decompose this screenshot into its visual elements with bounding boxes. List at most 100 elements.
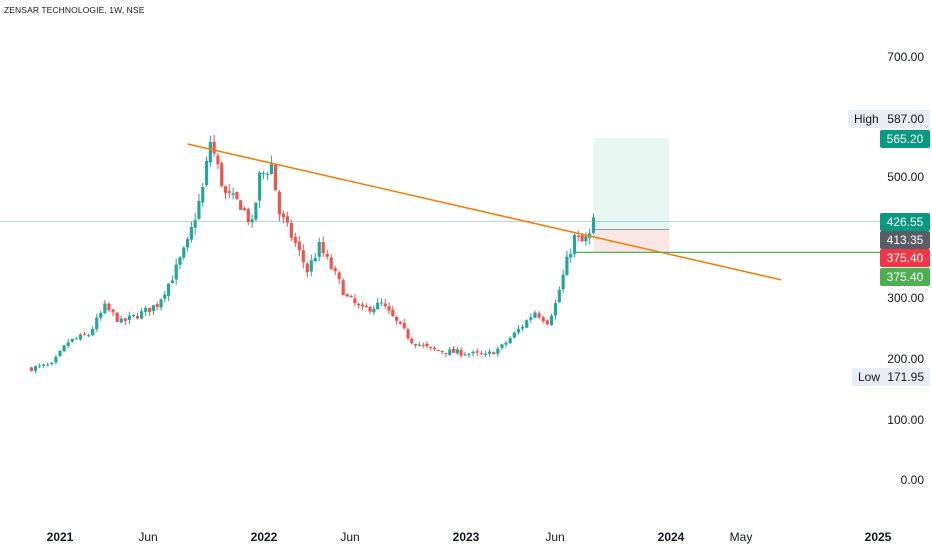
candle-body bbox=[235, 191, 239, 199]
candle-body bbox=[204, 160, 209, 186]
candle-body bbox=[46, 364, 50, 366]
candle-body bbox=[227, 191, 231, 193]
candle-body bbox=[417, 344, 421, 346]
low-value: 171.95 bbox=[887, 370, 924, 384]
candle-body bbox=[549, 315, 554, 326]
candle-body bbox=[496, 348, 500, 354]
candle-body bbox=[341, 280, 345, 296]
candle-body bbox=[504, 342, 508, 345]
candle-body bbox=[429, 346, 433, 348]
target-zone bbox=[593, 137, 670, 230]
candle-body bbox=[557, 290, 561, 303]
candle-body bbox=[325, 253, 329, 257]
high-label: High bbox=[854, 112, 879, 126]
candle-body bbox=[127, 315, 131, 321]
candle-body bbox=[151, 305, 156, 311]
candle-body bbox=[29, 367, 34, 371]
candles bbox=[29, 135, 596, 374]
candle-body bbox=[78, 334, 82, 340]
candle-body bbox=[185, 239, 190, 248]
y-tick-label: 700.00 bbox=[887, 50, 924, 64]
candle-body bbox=[487, 351, 492, 354]
candle-body bbox=[91, 328, 95, 336]
candle-body bbox=[349, 295, 353, 298]
candle-body bbox=[86, 335, 91, 337]
candle-body bbox=[265, 173, 270, 175]
candle-body bbox=[115, 312, 119, 322]
candle-body bbox=[467, 353, 471, 355]
candle-body bbox=[376, 302, 380, 310]
candle-body bbox=[119, 318, 123, 323]
candle-body bbox=[572, 234, 577, 254]
candle-body bbox=[383, 303, 387, 307]
candle-body bbox=[364, 305, 368, 308]
candle-body bbox=[273, 164, 277, 191]
drawing-lines bbox=[0, 143, 880, 281]
candle-body bbox=[425, 344, 429, 347]
candle-body bbox=[525, 320, 529, 328]
x-tick-label: 2021 bbox=[47, 530, 74, 544]
candle-body bbox=[193, 220, 197, 228]
candle-body bbox=[305, 263, 309, 273]
candle-body bbox=[402, 322, 406, 329]
candle-body bbox=[178, 257, 182, 265]
candle-body bbox=[38, 365, 42, 367]
candle-body bbox=[174, 264, 178, 280]
price-axis[interactable]: 700.00 500.00 300.00 200.00 100.00 0.00 bbox=[887, 50, 924, 487]
descending-trendline bbox=[187, 143, 782, 281]
candle-body bbox=[451, 348, 456, 353]
candle-body bbox=[569, 254, 573, 258]
candle-body bbox=[508, 338, 512, 344]
candle-body bbox=[541, 317, 545, 322]
candle-body bbox=[516, 328, 521, 333]
candle-body bbox=[261, 172, 266, 175]
candle-body bbox=[139, 311, 144, 319]
high-value: 587.00 bbox=[887, 112, 924, 126]
candle-body bbox=[107, 303, 111, 311]
support-price-tag: 375.40 bbox=[880, 268, 930, 286]
candle-body bbox=[337, 272, 341, 280]
candle-body bbox=[216, 155, 220, 165]
candle-body bbox=[250, 219, 254, 223]
candle-body bbox=[239, 200, 243, 210]
candle-body bbox=[580, 235, 584, 242]
candle-body bbox=[353, 298, 357, 304]
candle-body bbox=[123, 318, 127, 321]
candle-body bbox=[444, 352, 448, 355]
candle-body bbox=[512, 332, 516, 338]
candle-body bbox=[329, 257, 333, 269]
candle-body bbox=[189, 227, 193, 240]
candle-body bbox=[440, 351, 444, 353]
candle-body bbox=[297, 241, 301, 251]
candle-body bbox=[479, 353, 483, 355]
candle-body bbox=[103, 303, 107, 314]
candle-body bbox=[281, 213, 285, 218]
x-tick-label: Jun bbox=[545, 530, 564, 544]
y-tick-label: 100.00 bbox=[887, 413, 924, 427]
low-stat-box: Low 171.95 bbox=[852, 368, 930, 386]
candle-body bbox=[155, 304, 159, 307]
candle-body bbox=[163, 294, 167, 299]
candle-body bbox=[553, 303, 558, 316]
y-tick-label: 500.00 bbox=[887, 170, 924, 184]
candle-body bbox=[166, 283, 171, 296]
candle-body bbox=[391, 309, 395, 317]
y-tick-label: 300.00 bbox=[887, 291, 924, 305]
candle-body bbox=[471, 351, 475, 354]
x-tick-label: 2023 bbox=[453, 530, 480, 544]
candle-body bbox=[301, 250, 305, 263]
candle-body bbox=[208, 141, 212, 163]
x-tick-label: 2025 bbox=[865, 530, 892, 544]
candle-body bbox=[289, 223, 293, 238]
last-price-tag: 426.55 bbox=[880, 213, 930, 231]
time-axis[interactable]: 2021 Jun 2022 Jun 2023 Jun 2024 May 2025 bbox=[47, 530, 892, 544]
entry-price-tag: 413.35 bbox=[880, 231, 930, 249]
candle-body bbox=[131, 314, 136, 317]
candle-body bbox=[576, 235, 580, 237]
candle-body bbox=[62, 345, 66, 352]
candle-body bbox=[66, 342, 70, 346]
candle-body bbox=[212, 141, 216, 154]
candle-body bbox=[144, 307, 148, 312]
